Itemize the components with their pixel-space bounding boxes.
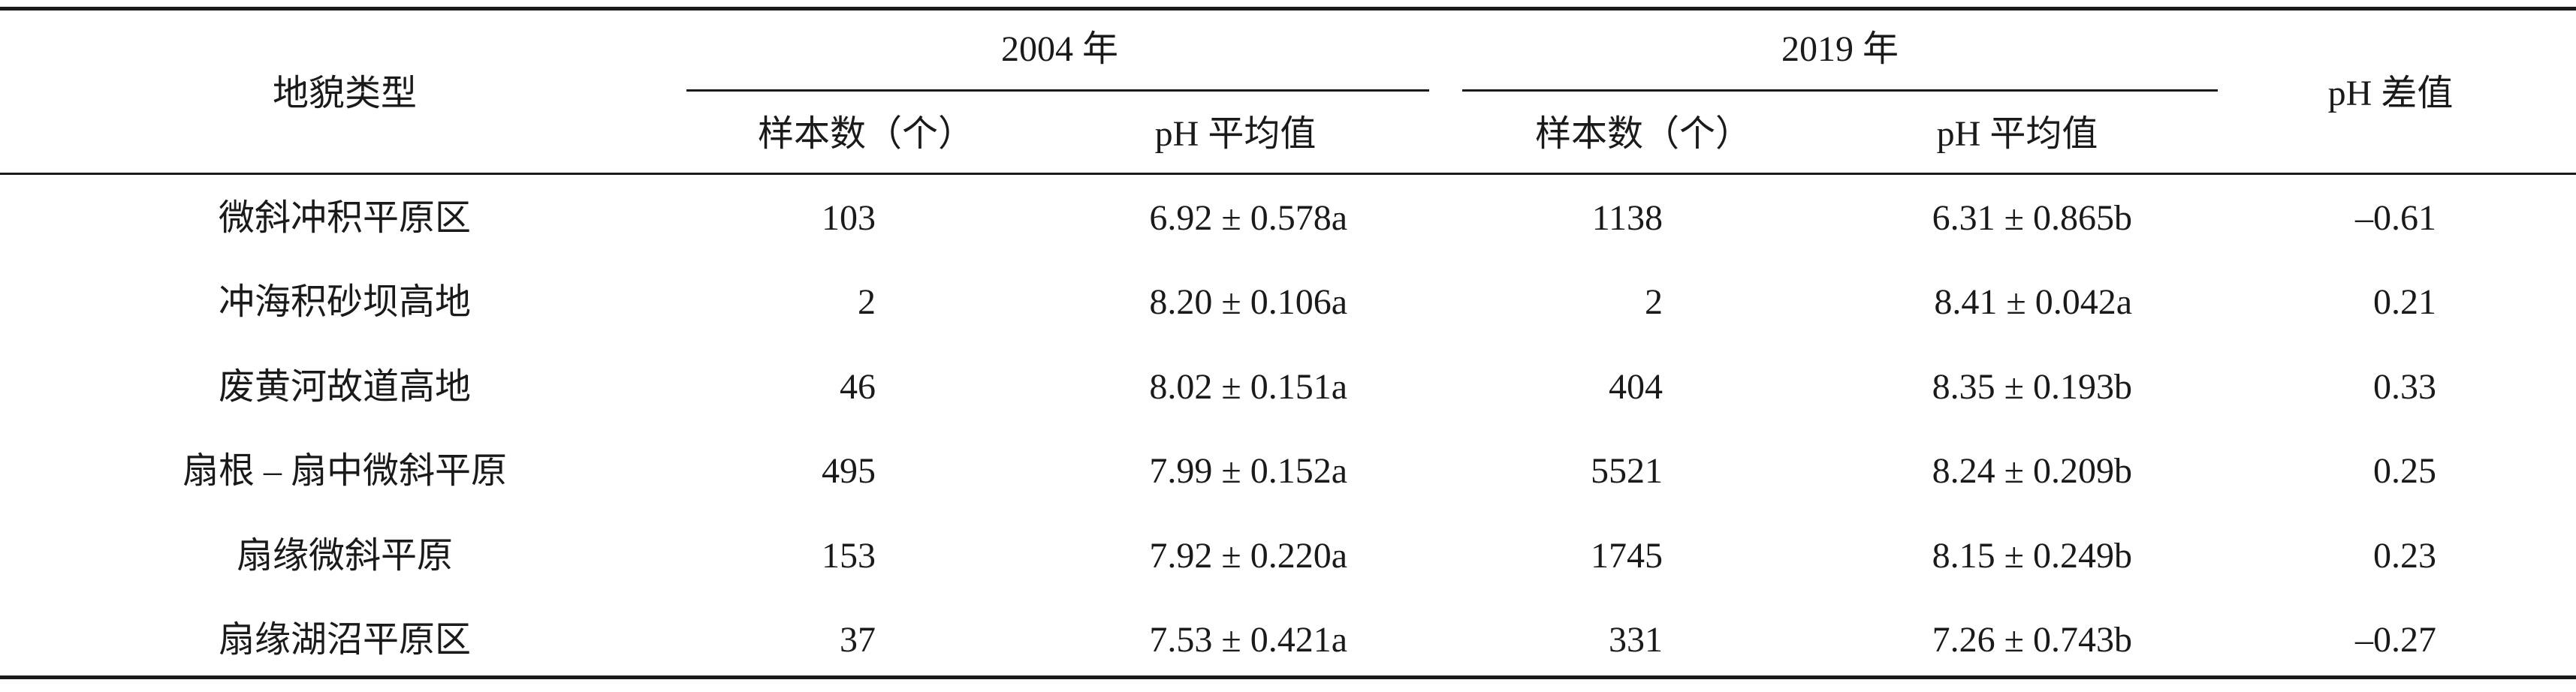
cell: 0.33 xyxy=(2373,366,2436,407)
cell: 0.23 xyxy=(2373,535,2436,576)
cell: 8.41 ± 0.042a xyxy=(1934,282,2132,323)
cell: 331 xyxy=(1609,620,1663,660)
cell: 153 xyxy=(822,535,876,576)
cell: 0.25 xyxy=(2373,451,2436,492)
cell: 495 xyxy=(822,451,876,492)
cell: 6.92 ± 0.578a xyxy=(1149,198,1347,238)
header-cell: pH 差值 xyxy=(2327,74,2454,113)
bottom-rule xyxy=(0,675,2576,679)
cell: 5521 xyxy=(1591,451,1663,492)
cell: 1745 xyxy=(1591,535,1663,576)
cell: 1138 xyxy=(1591,198,1663,238)
sub-header: 样本数（个） xyxy=(757,114,975,154)
row-label: 冲海积砂坝高地 xyxy=(218,282,472,323)
cell: 8.15 ± 0.249b xyxy=(1932,535,2132,576)
sub-header: pH 平均值 xyxy=(1936,114,2098,154)
row-label: 扇缘湖沼平原区 xyxy=(218,620,472,660)
cell: 7.99 ± 0.152a xyxy=(1149,451,1347,492)
row-label: 微斜冲积平原区 xyxy=(218,198,472,238)
group-header: 2019 年 xyxy=(1781,29,1899,69)
cell: 103 xyxy=(822,198,876,238)
group-header: 2004 年 xyxy=(1000,29,1119,69)
row-label: 废黄河故道高地 xyxy=(218,366,472,407)
header-cell: 地貌类型 xyxy=(272,74,418,113)
cell: 404 xyxy=(1609,366,1663,407)
group-rule xyxy=(1462,89,2218,92)
cell: 2 xyxy=(1645,282,1663,323)
cell: –0.27 xyxy=(2355,620,2436,660)
cell: 8.02 ± 0.151a xyxy=(1149,366,1347,407)
cell: 7.26 ± 0.743b xyxy=(1932,620,2132,660)
cell: 8.35 ± 0.193b xyxy=(1932,366,2132,407)
top-rule xyxy=(0,7,2576,11)
sub-header: 样本数（个） xyxy=(1534,114,1752,154)
cell: 46 xyxy=(840,366,876,407)
cell: –0.61 xyxy=(2355,198,2436,238)
row-label: 扇缘微斜平原 xyxy=(236,535,454,576)
cell: 2 xyxy=(858,282,876,323)
cell: 0.21 xyxy=(2373,282,2436,323)
cell: 8.24 ± 0.209b xyxy=(1932,451,2132,492)
cell: 8.20 ± 0.106a xyxy=(1149,282,1347,323)
cell: 37 xyxy=(840,620,876,660)
header-rule xyxy=(0,173,2576,175)
row-label: 扇根 – 扇中微斜平原 xyxy=(182,451,508,492)
cell: 7.53 ± 0.421a xyxy=(1149,620,1347,660)
cell: 6.31 ± 0.865b xyxy=(1932,198,2132,238)
sub-header: pH 平均值 xyxy=(1154,114,1317,154)
cell: 7.92 ± 0.220a xyxy=(1149,535,1347,576)
group-rule xyxy=(686,89,1429,92)
